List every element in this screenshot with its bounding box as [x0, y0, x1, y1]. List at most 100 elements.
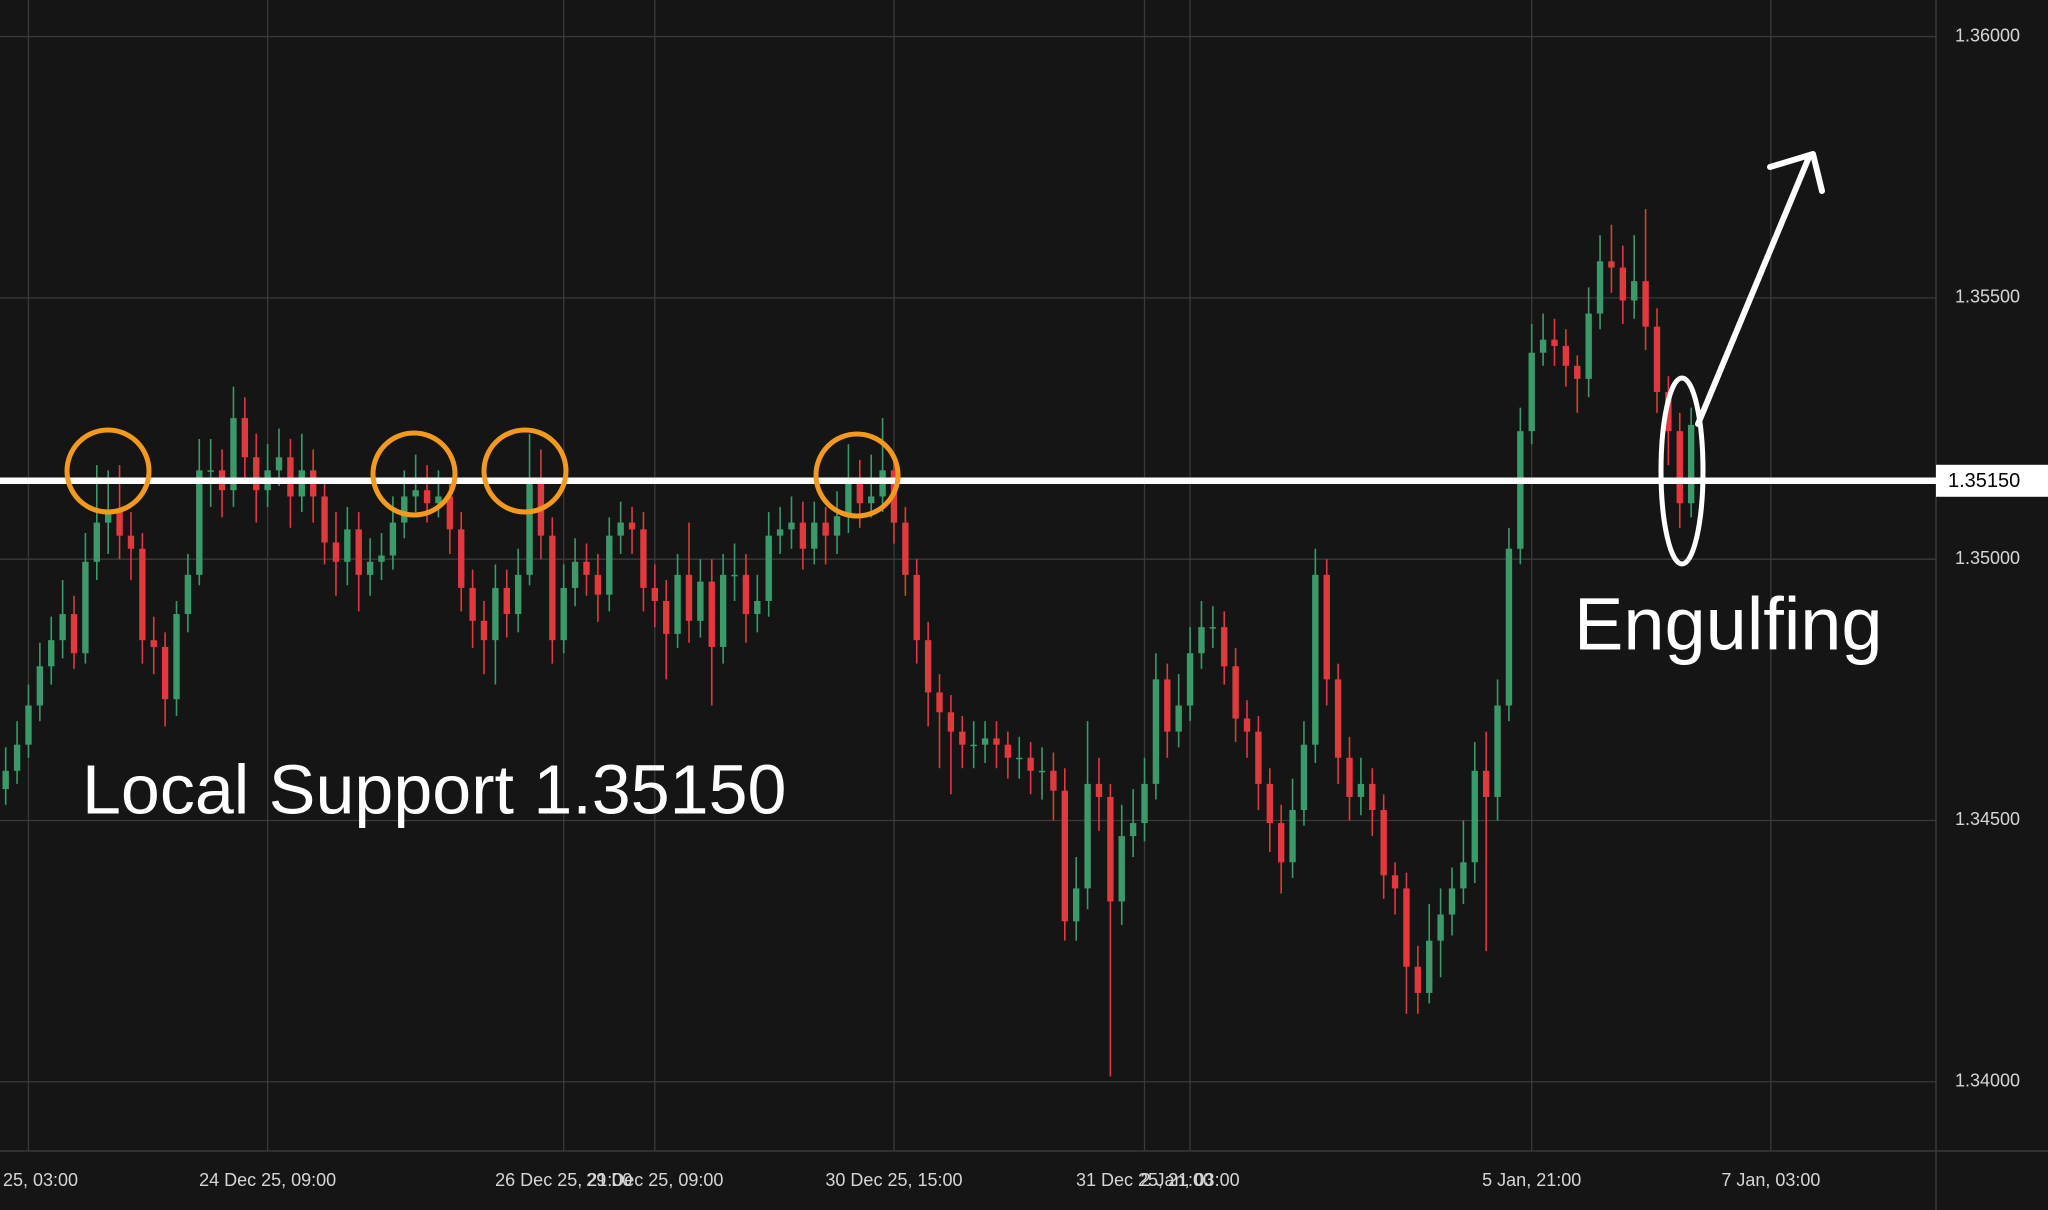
candle-body — [1426, 940, 1433, 993]
candle-body — [1141, 783, 1148, 824]
candle-body — [708, 581, 715, 647]
candle-body — [480, 620, 488, 641]
candle-body — [104, 509, 112, 523]
candle-body — [378, 555, 385, 562]
candle-body — [1608, 261, 1615, 268]
candle-body — [856, 483, 864, 504]
candle-body — [571, 561, 579, 588]
candle-body — [2, 770, 9, 790]
candle-body — [526, 483, 533, 575]
candle-body — [1164, 679, 1171, 732]
candle-body — [503, 587, 510, 615]
candle-body — [13, 744, 21, 771]
candle-body — [651, 587, 659, 601]
candle-body — [184, 574, 192, 615]
candle-body — [1255, 731, 1262, 784]
candle-body — [719, 574, 727, 647]
candle-body — [1300, 744, 1308, 811]
candle-body — [1186, 653, 1194, 706]
candle-body — [241, 418, 249, 458]
candle-body — [1232, 666, 1239, 719]
arrow-head — [1767, 151, 1825, 194]
candle-body — [924, 640, 932, 693]
candle-body — [1084, 783, 1091, 889]
candle-body — [344, 529, 351, 562]
candle-body — [514, 574, 522, 615]
candle-body — [560, 587, 567, 641]
touch-circle — [64, 427, 152, 515]
candle-body — [970, 744, 977, 747]
candle-body — [902, 522, 909, 575]
candle-body — [1369, 783, 1376, 811]
candle-body — [1118, 836, 1125, 902]
candle-body — [628, 522, 636, 530]
candle-body — [845, 483, 852, 517]
candle-body — [1653, 326, 1661, 392]
candle-body — [1687, 424, 1695, 504]
candle-body — [765, 535, 772, 601]
candle-body — [1448, 888, 1456, 915]
candle-body — [1107, 796, 1114, 902]
candle-body — [1016, 757, 1023, 760]
candle-body — [936, 692, 943, 713]
candle-body — [811, 522, 818, 549]
candle-body — [776, 529, 784, 536]
candle-body — [1243, 718, 1251, 732]
x-tick-label: 5 Jan, 21:00 — [1482, 1170, 1581, 1190]
candle-body — [116, 509, 123, 536]
candle-body — [1095, 783, 1103, 797]
annotation-shapes — [64, 151, 1825, 567]
candle-body — [253, 457, 260, 491]
candle-body — [1323, 574, 1330, 680]
candle-body — [1038, 770, 1046, 773]
candle-body — [1198, 627, 1205, 654]
candle-body — [321, 496, 328, 543]
candle-body — [423, 490, 431, 504]
candles — [2, 209, 1695, 1077]
candle-body — [93, 522, 100, 562]
y-tick-label: 1.35000 — [1955, 548, 2020, 568]
candle-body — [1061, 790, 1068, 922]
candle-body — [697, 581, 704, 621]
candle-body — [1129, 823, 1137, 837]
candle-body — [1460, 862, 1467, 889]
candle-body — [1631, 281, 1638, 301]
candle-body — [1437, 914, 1444, 941]
candle-body — [59, 614, 66, 641]
candle-body — [731, 574, 738, 577]
x-tick-label: 29 Dec 25, 09:00 — [586, 1170, 723, 1190]
candle-body — [139, 548, 146, 641]
candle-body — [469, 587, 476, 621]
candle-body — [412, 490, 419, 497]
candle-body — [993, 738, 1000, 745]
candle-body — [401, 496, 408, 523]
candle-body — [1482, 770, 1490, 797]
touch-circle — [370, 430, 458, 518]
candle-body — [1152, 679, 1160, 784]
candle-body — [275, 457, 283, 471]
candle-body — [959, 731, 966, 745]
candle-body — [1414, 966, 1422, 993]
candle-body — [549, 535, 556, 641]
candle-body — [754, 600, 761, 615]
candle-body — [1539, 339, 1547, 353]
candle-body — [287, 457, 294, 497]
candle-body — [355, 529, 362, 575]
candle-body — [492, 587, 499, 641]
candle-body — [1221, 627, 1228, 667]
x-tick-label: ec 25, 03:00 — [0, 1170, 78, 1190]
candle-body — [1494, 705, 1501, 797]
candle-body — [1289, 810, 1296, 863]
engulfing-ellipse — [1658, 375, 1706, 567]
candle-body — [1676, 431, 1683, 504]
candle-body — [48, 640, 55, 667]
candle-body — [640, 529, 647, 588]
y-tick-label: 1.34000 — [1955, 1071, 2020, 1091]
candle-body — [1403, 888, 1410, 967]
candle-body — [606, 535, 613, 595]
candle-body — [230, 418, 237, 491]
candle-body — [1517, 431, 1524, 549]
